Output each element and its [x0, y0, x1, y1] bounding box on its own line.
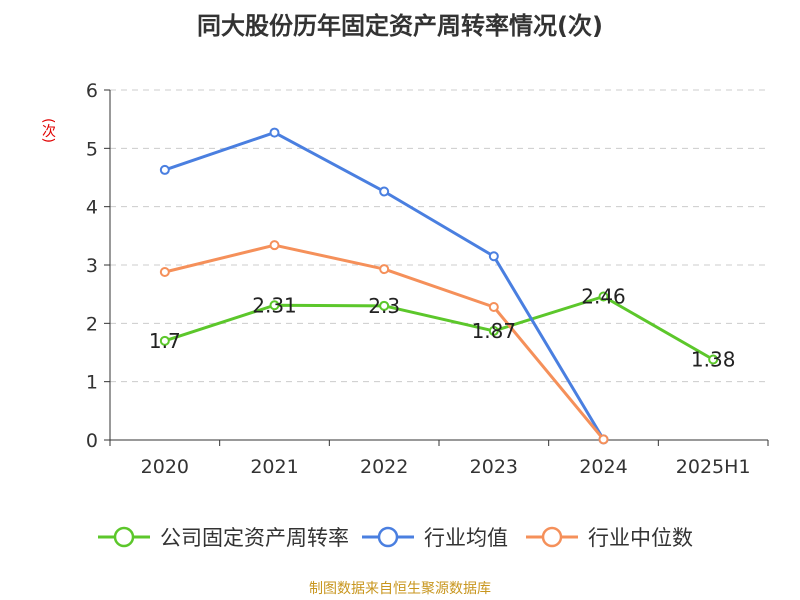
x-tick-label: 2020 — [141, 456, 189, 478]
legend-item: 公司固定资产周转率 — [98, 526, 349, 550]
legend-label: 公司固定资产周转率 — [160, 526, 349, 550]
y-tick-label: 6 — [86, 80, 98, 102]
y-tick-label: 2 — [86, 313, 98, 335]
y-tick-label: 3 — [86, 255, 98, 277]
data-point — [379, 264, 390, 275]
series-lines — [159, 127, 719, 445]
x-tick-label: 2022 — [360, 456, 408, 478]
data-point — [379, 186, 390, 197]
legend-label: 行业中位数 — [588, 526, 693, 550]
data-label: 2.3 — [368, 294, 400, 318]
series-line — [164, 295, 714, 361]
data-point — [159, 335, 170, 346]
data-point — [159, 164, 170, 175]
legend-marker — [377, 526, 399, 548]
axes: 0 1 2 3 4 5 6 2020 2021 2022 2023 2024 2025H1 — [86, 80, 769, 478]
data-point — [269, 127, 280, 138]
legend: 公司固定资产周转率 行业均值 行业中位数 — [98, 526, 693, 550]
grid-lines — [110, 89, 768, 383]
data-label: 2.46 — [581, 285, 626, 309]
y-tick-label: 4 — [86, 197, 98, 219]
data-point — [269, 240, 280, 251]
series-line — [164, 243, 605, 441]
data-label: 2.31 — [252, 293, 297, 317]
data-point — [708, 354, 719, 365]
legend-label: 行业均值 — [424, 526, 508, 550]
data-point — [488, 302, 499, 312]
y-tick-label: 1 — [86, 372, 98, 394]
x-tick-label: 2023 — [470, 456, 518, 478]
legend-marker — [541, 526, 563, 548]
data-point — [269, 300, 280, 311]
y-tick-label: 0 — [86, 430, 98, 452]
data-label: 1.7 — [149, 329, 181, 353]
chart-title: 同大股份历年固定资产周转率情况(次) — [197, 12, 603, 40]
x-tick-label: 2025H1 — [676, 456, 751, 478]
data-labels: 1.7 2.31 2.3 1.87 2.46 1.38 — [149, 285, 736, 372]
data-point — [598, 434, 609, 445]
x-tick-label: 2021 — [250, 456, 298, 478]
y-tick-label: 5 — [86, 138, 98, 160]
data-point — [159, 267, 170, 277]
x-tick-label: 2024 — [579, 456, 627, 478]
source-footer: 制图数据来自恒生聚源数据库 — [309, 581, 491, 597]
data-point — [379, 300, 390, 311]
legend-item: 行业中位数 — [526, 526, 693, 550]
data-point — [488, 251, 499, 262]
y-axis-unit-label: (次) — [40, 117, 56, 143]
legend-item: 行业均值 — [362, 526, 508, 550]
data-point — [598, 291, 609, 302]
data-point — [488, 325, 499, 336]
series-line — [164, 131, 605, 441]
data-label: 1.87 — [472, 319, 517, 343]
legend-marker — [113, 526, 135, 548]
data-label: 1.38 — [691, 348, 736, 372]
